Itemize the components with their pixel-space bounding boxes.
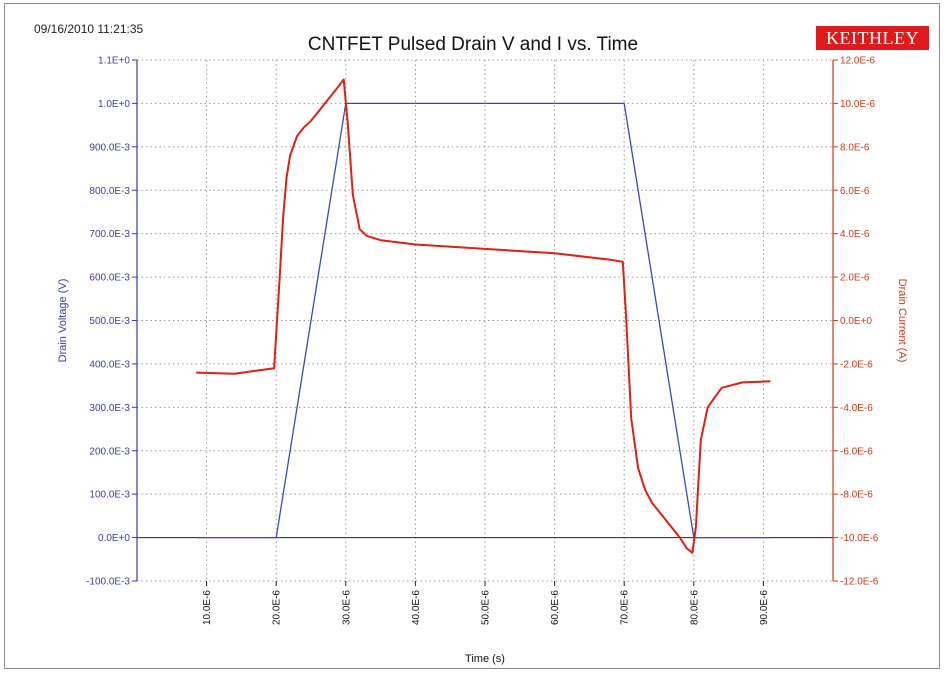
grid-lines — [137, 60, 833, 581]
x-tick-label: 60.0E-6 — [550, 590, 561, 625]
right-tick-label: 8.0E-6 — [840, 142, 870, 153]
left-tick-label: -100.0E-3 — [86, 577, 130, 588]
y-axis-label: Drain Voltage (V) — [57, 279, 69, 363]
left-tick-label: 700.0E-3 — [89, 229, 130, 240]
left-tick-label: 600.0E-3 — [89, 273, 130, 284]
series-layer — [196, 80, 770, 553]
left-tick-label: 300.0E-3 — [89, 403, 130, 414]
left-tick-label: 100.0E-3 — [89, 490, 130, 501]
left-tick-label: 1.0E+0 — [98, 99, 130, 110]
right-tick-label: 12.0E-6 — [840, 56, 875, 67]
right-tick-label: -12.0E-6 — [840, 577, 879, 588]
right-tick-label: 4.0E-6 — [840, 229, 870, 240]
left-tick-label: 400.0E-3 — [89, 359, 130, 370]
x-tick-label: 50.0E-6 — [481, 590, 492, 625]
axes — [132, 60, 838, 586]
left-tick-label: 800.0E-3 — [89, 186, 130, 197]
right-tick-label: -10.0E-6 — [840, 533, 879, 544]
left-tick-label: 200.0E-3 — [89, 446, 130, 457]
right-tick-label: -6.0E-6 — [840, 446, 873, 457]
x-tick-label: 70.0E-6 — [620, 590, 631, 625]
x-tick-label: 80.0E-6 — [689, 590, 700, 625]
right-tick-label: 10.0E-6 — [840, 99, 875, 110]
left-tick-label: 0.0E+0 — [98, 533, 130, 544]
x-tick-label: 20.0E-6 — [272, 590, 283, 625]
x-tick-label: 10.0E-6 — [202, 590, 213, 625]
x-tick-label: 40.0E-6 — [411, 590, 422, 625]
right-tick-label: 0.0E+0 — [840, 316, 872, 327]
right-tick-label: -2.0E-6 — [840, 359, 873, 370]
left-tick-label: 1.1E+0 — [98, 56, 130, 67]
left-tick-label: 900.0E-3 — [89, 142, 130, 153]
y2-axis-label: Drain Current (A) — [896, 279, 908, 363]
tick-labels: 1.1E+0 1.0E+0 900.0E-3 800.0E-3 700.0E-3 600.… — [86, 56, 879, 626]
right-tick-label: 2.0E-6 — [840, 273, 870, 284]
right-tick-label: 6.0E-6 — [840, 186, 870, 197]
x-axis-label: Time (s) — [465, 653, 505, 665]
right-tick-label: -8.0E-6 — [840, 490, 873, 501]
x-tick-label: 30.0E-6 — [341, 590, 352, 625]
left-tick-label: 500.0E-3 — [89, 316, 130, 327]
x-tick-label: 90.0E-6 — [759, 590, 770, 625]
right-tick-label: -4.0E-6 — [840, 403, 873, 414]
